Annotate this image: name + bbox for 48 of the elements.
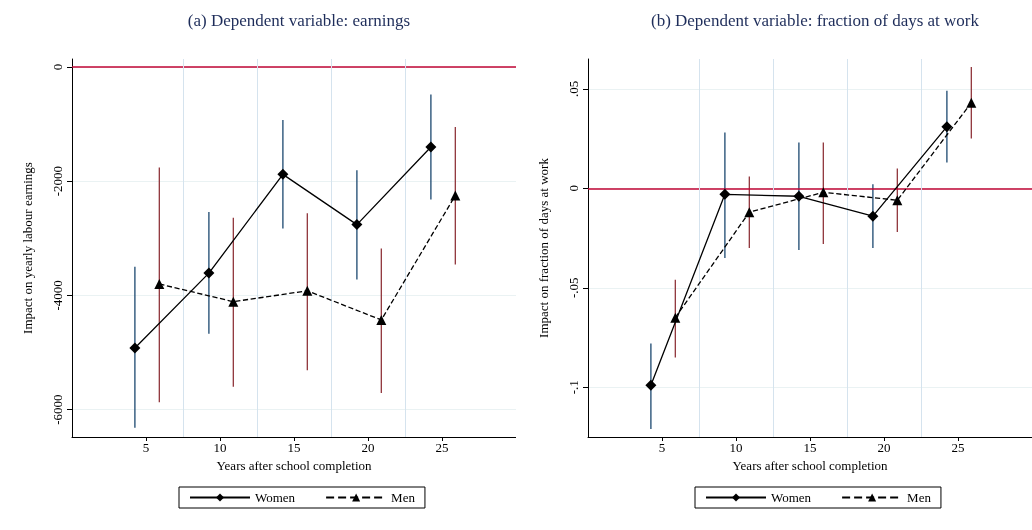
- x-tick-label: 20: [877, 440, 891, 455]
- point: [129, 342, 141, 354]
- point: [645, 379, 657, 391]
- x-tick-label: 25: [951, 440, 965, 455]
- y-tick-label: -.1: [566, 380, 581, 395]
- x-tick-label: 5: [658, 440, 666, 455]
- y-axis-title: Impact on fraction of days at work: [536, 157, 551, 338]
- point: [818, 187, 829, 198]
- point: [966, 97, 977, 108]
- point: [719, 188, 731, 200]
- point: [450, 190, 461, 201]
- chart-title: (a) Dependent variable: earnings: [187, 11, 411, 30]
- point: [670, 312, 681, 323]
- x-tick-label: 10: [729, 440, 743, 455]
- point: [351, 219, 363, 231]
- legend-label: Men: [907, 490, 932, 505]
- point: [203, 267, 215, 279]
- y-tick-label: .05: [566, 80, 581, 97]
- x-tick-label: 25: [435, 440, 449, 455]
- y-tick-label: 0: [50, 63, 65, 71]
- point: [425, 141, 437, 153]
- x-tick-label: 20: [361, 440, 375, 455]
- point: [744, 207, 755, 218]
- x-tick-label: 15: [287, 440, 301, 455]
- x-tick-label: 10: [213, 440, 227, 455]
- point: [941, 121, 953, 133]
- legend-label: Women: [255, 490, 296, 505]
- point: [376, 314, 387, 325]
- x-axis-title: Years after school completion: [732, 457, 888, 473]
- legend-label: Men: [391, 490, 416, 505]
- x-axis-title: Years after school completion: [216, 457, 372, 473]
- point: [892, 195, 903, 206]
- y-axis-title: Impact on yearly labour earnings: [20, 162, 35, 334]
- x-tick-label: 5: [142, 440, 150, 455]
- y-tick-label: -.05: [566, 277, 581, 299]
- point: [867, 210, 879, 222]
- y-tick-label: 0: [566, 185, 581, 192]
- point: [154, 278, 165, 289]
- point: [277, 168, 289, 180]
- chart-title: (b) Dependent variable: fraction of days at work: [650, 11, 980, 30]
- y-tick-label: -4000: [50, 280, 65, 311]
- y-tick-label: -2000: [50, 166, 65, 197]
- legend-label: Women: [771, 490, 812, 505]
- x-tick-label: 15: [803, 440, 817, 455]
- point: [793, 190, 805, 202]
- y-tick-label: -6000: [50, 394, 65, 425]
- point: [228, 296, 239, 307]
- point: [302, 285, 313, 296]
